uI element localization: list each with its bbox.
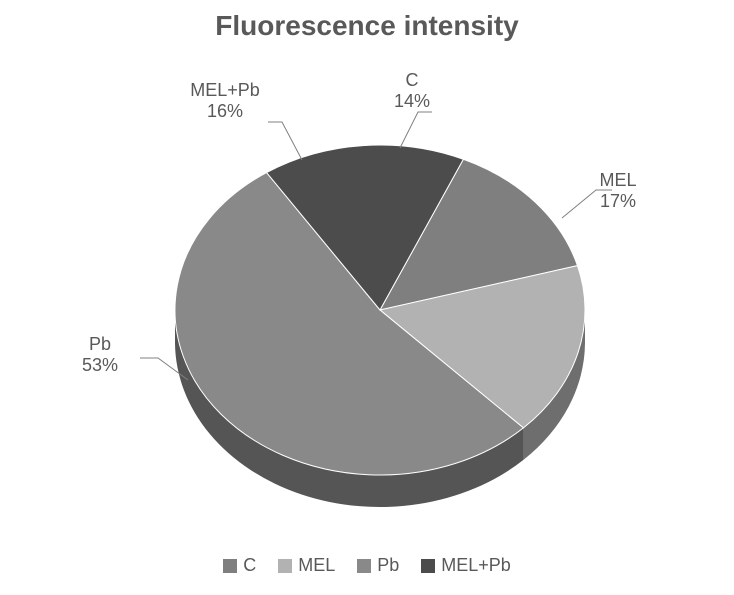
slice-label-name: MEL+Pb [190,80,260,101]
legend-item-MEL: MEL [278,555,335,576]
legend-item-Pb: Pb [357,555,399,576]
slice-label-value: 16% [190,101,260,122]
legend-item-MEL+Pb: MEL+Pb [421,555,511,576]
legend-item-C: C [223,555,256,576]
slice-label-value: 17% [599,191,636,212]
legend: C MEL Pb MEL+Pb [0,555,734,576]
slice-label-name: Pb [82,334,118,355]
slice-label-MEL: MEL17% [599,170,636,211]
pie-chart [0,0,734,595]
slice-label-C: C14% [394,70,430,111]
slice-label-name: C [394,70,430,91]
slice-label-Pb: Pb53% [82,334,118,375]
slice-label-value: 14% [394,91,430,112]
legend-swatch [357,559,371,573]
legend-label: MEL [298,555,335,576]
legend-swatch [278,559,292,573]
legend-label: MEL+Pb [441,555,511,576]
legend-label: Pb [377,555,399,576]
legend-swatch [421,559,435,573]
slice-label-value: 53% [82,355,118,376]
slice-label-MEL+Pb: MEL+Pb16% [190,80,260,121]
legend-label: C [243,555,256,576]
leader-MEL+Pb [268,122,302,160]
leader-C [400,112,432,148]
slice-label-name: MEL [599,170,636,191]
legend-swatch [223,559,237,573]
